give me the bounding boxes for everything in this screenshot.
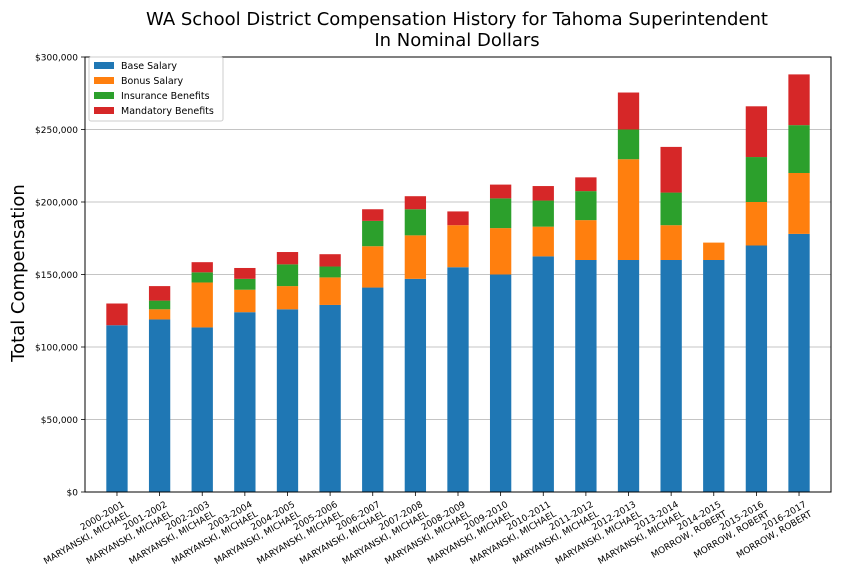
bar-segment	[617, 159, 640, 260]
legend-label: Base Salary	[121, 61, 177, 72]
bar-segment	[703, 242, 725, 260]
bar-segment	[404, 196, 427, 210]
bar-segment	[404, 209, 427, 236]
legend-label: Bonus Salary	[121, 76, 184, 87]
bar-segment	[106, 303, 128, 326]
bar-segment	[532, 226, 554, 257]
x-axis-ticks: 2000-2001MARYANSKI, MICHAEL2001-2002MARY…	[37, 492, 814, 567]
bar-segment	[148, 286, 171, 301]
bar-segment	[191, 282, 213, 328]
bar-segment	[745, 245, 768, 492]
chart-title: WA School District Compensation History …	[146, 9, 768, 30]
bars	[106, 74, 810, 492]
bar-segment	[362, 209, 384, 221]
y-tick-label: $300,000	[35, 54, 78, 64]
legend-swatch	[94, 77, 114, 84]
legend-swatch	[94, 92, 114, 99]
bar-segment	[532, 256, 554, 492]
bar-segment	[447, 211, 469, 226]
legend-swatch	[94, 107, 114, 114]
bar-segment	[148, 319, 171, 492]
bar-segment	[660, 260, 682, 492]
bar-segment	[447, 225, 469, 268]
bar-segment	[575, 260, 597, 492]
bar-segment	[745, 157, 768, 202]
y-tick-label: $100,000	[35, 344, 78, 354]
y-axis-ticks: $0 $50,000 $100,000 $150,000 $200,000 $250,00…	[35, 54, 85, 499]
bar-segment	[106, 325, 128, 492]
bar-segment	[276, 252, 299, 265]
bar-segment	[234, 289, 256, 313]
bar-segment	[447, 267, 469, 492]
bar-segment	[234, 312, 256, 492]
y-tick-label: $50,000	[41, 416, 78, 426]
legend-label: Insurance Benefits	[121, 91, 210, 102]
bar-segment	[532, 200, 554, 227]
bar-segment	[148, 300, 171, 310]
bar-segment	[575, 220, 597, 260]
bar-segment	[362, 287, 384, 492]
bar-segment	[788, 173, 810, 234]
legend: Base Salary Bonus Salary Insurance Benefit…	[88, 56, 224, 122]
legend-label: Mandatory Benefits	[121, 106, 214, 117]
bar-segment	[319, 277, 341, 305]
y-tick-label: $200,000	[35, 199, 78, 209]
bar-segment	[276, 286, 299, 310]
bar-segment	[575, 177, 597, 192]
chart-subtitle: In Nominal Dollars	[374, 30, 539, 51]
bar-segment	[362, 246, 384, 288]
bar-segment	[617, 92, 640, 130]
bar-segment	[575, 191, 597, 221]
bar-segment	[745, 202, 768, 246]
bar-segment	[703, 260, 725, 492]
y-tick-label: $0	[67, 489, 79, 499]
bar-segment	[404, 278, 427, 492]
bar-segment	[788, 74, 810, 126]
bar-segment	[319, 304, 341, 492]
bar-segment	[362, 220, 384, 247]
bar-segment	[319, 266, 341, 278]
bar-segment	[404, 235, 427, 279]
bar-segment	[745, 106, 768, 158]
bar-segment	[276, 264, 299, 287]
x-tick-label: 2000-2001MARYANSKI, MICHAEL	[37, 500, 132, 567]
bar-segment	[234, 267, 256, 279]
bar-segment	[532, 186, 554, 201]
bar-segment	[234, 278, 256, 290]
legend-frame	[88, 56, 224, 122]
bar-segment	[148, 309, 171, 320]
bar-segment	[617, 129, 640, 160]
bar-segment	[191, 262, 213, 273]
bar-segment	[788, 125, 810, 173]
y-axis-label: Total Compensation	[8, 184, 29, 363]
bar-segment	[191, 327, 213, 492]
y-tick-label: $150,000	[35, 271, 78, 281]
bar-segment	[660, 225, 682, 260]
bar-segment	[489, 198, 512, 229]
bar-segment	[191, 272, 213, 283]
bar-segment	[489, 274, 512, 492]
y-tick-label: $250,000	[35, 126, 78, 136]
bar-segment	[617, 260, 640, 492]
bar-segment	[489, 184, 512, 199]
bar-segment	[660, 192, 682, 226]
bar-segment	[660, 146, 682, 193]
bar-segment	[788, 233, 810, 492]
bar-segment	[276, 309, 299, 492]
bar-segment	[319, 254, 341, 267]
legend-swatch	[94, 62, 114, 69]
bar-segment	[489, 228, 512, 275]
